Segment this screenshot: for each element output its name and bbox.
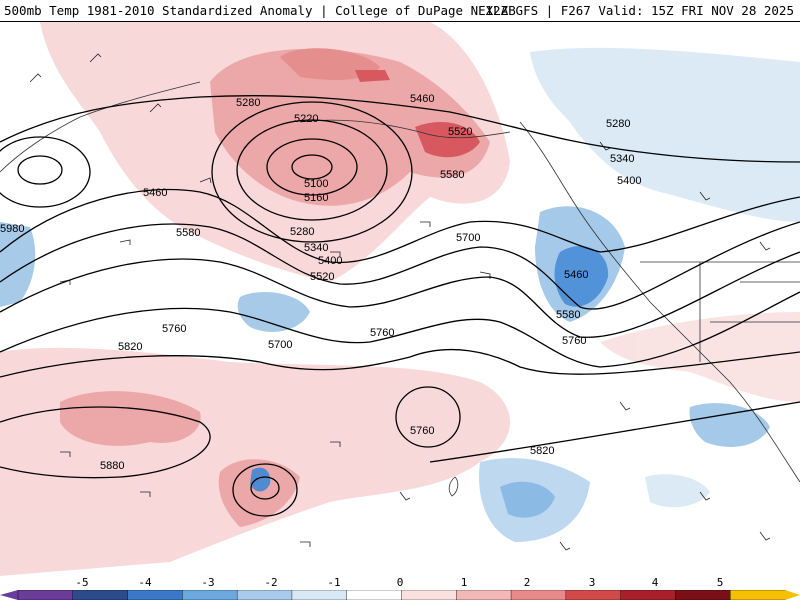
contour-label: 5760: [162, 323, 186, 335]
contour-label: 5520: [448, 126, 472, 138]
colorbar-segment: [456, 590, 512, 600]
contour-labels: 5280 5220 5460 5520 5100 5160 5580 5460 …: [0, 93, 641, 472]
colorbar-tick-label: -1: [327, 576, 341, 589]
contour-label: 5520: [310, 271, 334, 283]
colorbar-legend: -5 -4 -3 -2 -1 0 1 2 3 4 5: [0, 576, 800, 600]
contour-label: 5220: [294, 113, 318, 125]
contour-label: 5280: [290, 226, 314, 238]
contour-label: 5580: [176, 227, 200, 239]
colorbar-segment: [730, 590, 786, 600]
colorbar-segment: [182, 590, 238, 600]
colorbar-segment: [565, 590, 622, 600]
colorbar-segment: [346, 590, 403, 600]
colorbar-tick-label: 3: [588, 576, 596, 589]
colorbar-tick-label: 0: [396, 576, 404, 589]
header-bar: 500mb Temp 1981-2010 Standardized Anomal…: [0, 0, 800, 22]
colorbar-segment: [127, 590, 184, 600]
colorbar-segment: [510, 590, 567, 600]
contour-label: 5400: [318, 255, 342, 267]
colorbar-segment: [675, 590, 731, 600]
height-contours: [0, 95, 800, 517]
contour-label: 5460: [410, 93, 434, 105]
contour-label: 5880: [100, 460, 124, 472]
contour-label: 5760: [410, 425, 434, 437]
colorbar-tick-label: 4: [651, 576, 659, 589]
contour-label: 5580: [556, 309, 580, 321]
colorbar-tick-label: 5: [716, 576, 724, 589]
contour-label: 5820: [118, 341, 142, 353]
contour-label: 5700: [268, 339, 292, 351]
contour-label: 5280: [606, 118, 630, 130]
contour-label: 5280: [236, 97, 260, 109]
colorbar-segment: [17, 590, 74, 600]
contour-label: 5460: [143, 187, 167, 199]
contour-label: 5760: [370, 327, 394, 339]
contour-label: 5760: [562, 335, 586, 347]
colorbar-tick-label: -3: [201, 576, 215, 589]
colorbar-arrow-left: [0, 590, 18, 600]
wind-barbs: [29, 53, 771, 551]
colorbar: [0, 590, 800, 600]
contour-label: 5100: [304, 178, 328, 190]
coastlines: [0, 81, 800, 497]
contour-label: 5460: [564, 269, 588, 281]
colorbar-arrow-right: [785, 590, 800, 600]
colorbar-tick-label: -4: [138, 576, 152, 589]
colorbar-segment: [291, 590, 348, 600]
colorbar-segment: [72, 590, 129, 600]
contour-label: 5980: [0, 223, 24, 235]
colorbar-tick-label: 1: [460, 576, 468, 589]
contour-label: 5400: [617, 175, 641, 187]
colorbar-segment: [401, 590, 457, 600]
negative-anomaly-shading: [0, 47, 800, 542]
contour-label: 5340: [610, 153, 634, 165]
contour-label: 5340: [304, 242, 328, 254]
colorbar-segment: [236, 590, 293, 600]
contour-label: 5820: [530, 445, 554, 457]
contour-label: 5580: [440, 169, 464, 181]
model-run-label: 12Z GFS | F267 Valid: 15Z FRI NOV 28 202…: [485, 3, 794, 18]
weather-map: 5280 5220 5460 5520 5100 5160 5580 5460 …: [0, 22, 800, 576]
map-title: 500mb Temp 1981-2010 Standardized Anomal…: [4, 3, 516, 18]
colorbar-tick-label: 2: [523, 576, 531, 589]
colorbar-segment: [620, 590, 677, 600]
colorbar-tick-label: -5: [75, 576, 89, 589]
contour-label: 5160: [304, 192, 328, 204]
colorbar-tick-label: -2: [264, 576, 278, 589]
contour-label: 5700: [456, 232, 480, 244]
